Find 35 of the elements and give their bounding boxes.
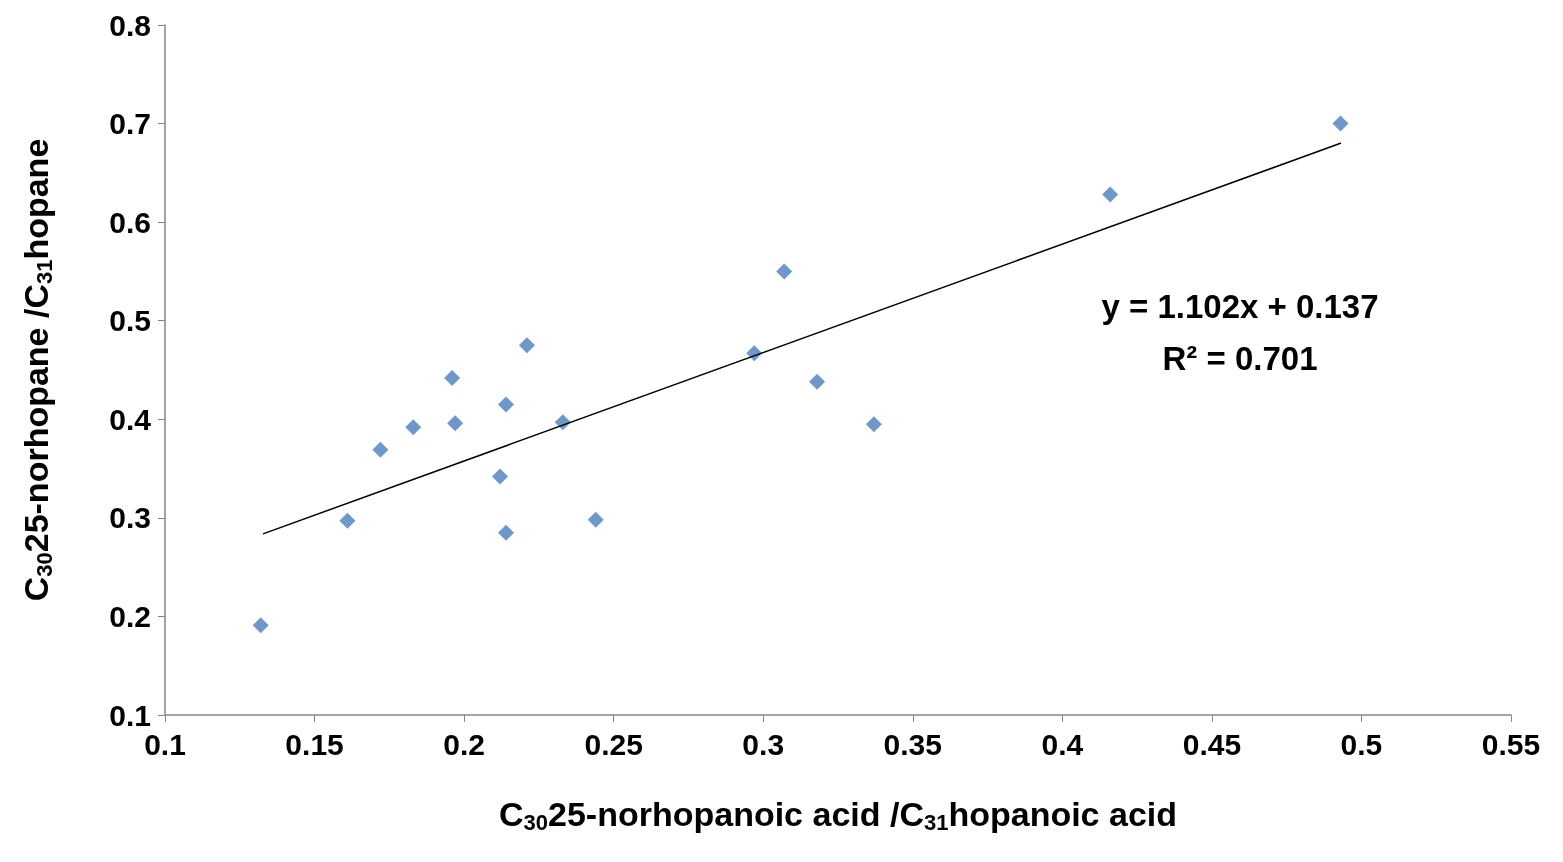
x-tick-label: 0.2 [443, 727, 485, 761]
y-axis-title: C3025-norhopane /C31hopane [17, 138, 57, 602]
y-tick-label: 0.4 [109, 402, 152, 436]
point [339, 512, 356, 529]
y-tick-label: 0.7 [109, 107, 151, 141]
point [497, 524, 514, 541]
x-tick-label: 0.4 [1041, 727, 1084, 761]
point [447, 415, 464, 432]
y-tick-label: 0.5 [109, 304, 151, 338]
point [1332, 115, 1349, 132]
point [372, 441, 389, 458]
point [252, 617, 269, 634]
x-tick-label: 0.5 [1340, 727, 1383, 761]
point [1102, 186, 1119, 203]
x-tick-label: 0.55 [1481, 727, 1541, 761]
point [518, 337, 535, 354]
point [809, 373, 826, 390]
x-tick-label: 0.35 [883, 727, 942, 761]
annotation: R² = 0.701 [1162, 340, 1318, 377]
y-tick-label: 0.6 [109, 205, 151, 239]
point [405, 419, 422, 436]
x-tick-label: 0.3 [742, 727, 785, 761]
y-tick-label: 0.3 [109, 501, 151, 535]
x-tick-label: 0.15 [285, 727, 344, 761]
point [587, 511, 604, 528]
point [776, 263, 793, 280]
point [492, 468, 508, 485]
point [444, 369, 461, 386]
point [497, 396, 514, 413]
y-tick-label: 0.8 [109, 8, 151, 42]
y-tick-label: 0.2 [109, 599, 151, 633]
point [865, 416, 882, 433]
x-tick-label: 0.45 [1182, 727, 1242, 761]
x-tick-label: 0.25 [584, 727, 643, 761]
annotation: y = 1.102x + 0.137 [1101, 288, 1379, 325]
